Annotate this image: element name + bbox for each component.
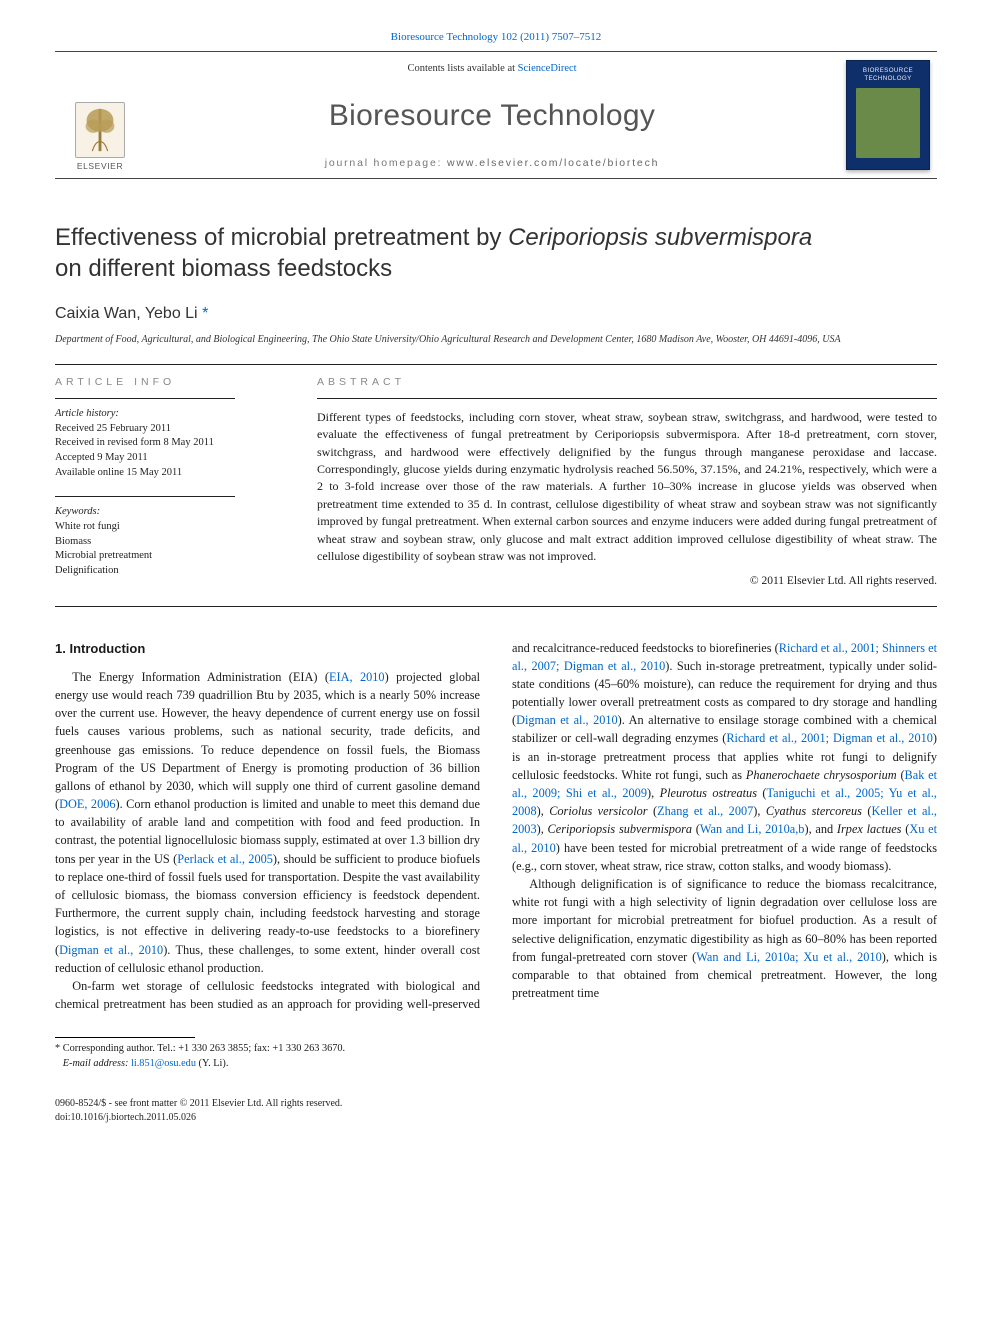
keyword-item: Delignification (55, 564, 285, 579)
email-link[interactable]: li.851@osu.edu (131, 1058, 196, 1069)
citation-link[interactable]: EIA, 2010 (329, 670, 385, 684)
homepage-url[interactable]: www.elsevier.com/locate/biortech (447, 157, 659, 169)
species-italic: Coriolus versicolor (549, 804, 647, 818)
doi-line: doi:10.1016/j.biortech.2011.05.026 (55, 1111, 342, 1125)
keyword-item: White rot fungi (55, 520, 285, 535)
article-history-list: Received 25 February 2011 Received in re… (55, 422, 285, 481)
section-heading-intro: 1. Introduction (55, 639, 480, 658)
citation-link[interactable]: Richard et al., 2001; Digman et al., 201… (726, 731, 933, 745)
journal-ref-link[interactable]: Bioresource Technology 102 (2011) 7507–7… (391, 31, 602, 43)
text: ), (753, 804, 766, 818)
body-paragraph: Although delignification is of significa… (512, 875, 937, 1002)
authors-line: Caixia Wan, Yebo Li * (55, 303, 937, 325)
journal-title: Bioresource Technology (145, 95, 839, 137)
text: ), (537, 822, 548, 836)
history-item: Received 25 February 2011 (55, 422, 285, 437)
species-italic: Ceriporiopsis subvermispora (548, 822, 693, 836)
text: ), (537, 804, 550, 818)
title-species-italic: Ceriporiopsis subvermispora (508, 224, 812, 251)
elsevier-wordmark: ELSEVIER (77, 161, 123, 173)
email-label: E-mail address: (63, 1058, 131, 1069)
publisher-logo-area: ELSEVIER (55, 52, 145, 178)
abstract-column: abstract Different types of feedstocks, … (317, 375, 937, 589)
keyword-item: Biomass (55, 535, 285, 550)
journal-cover-thumbnail[interactable]: BIORESOURCE TECHNOLOGY (846, 60, 930, 170)
footnote-rule (55, 1037, 195, 1038)
body-paragraph: The Energy Information Administration (E… (55, 668, 480, 977)
sciencedirect-link[interactable]: ScienceDirect (518, 63, 577, 74)
text: ( (897, 768, 905, 782)
divider (55, 364, 937, 365)
article-history-label: Article history: (55, 407, 285, 422)
keywords-list: White rot fungi Biomass Microbial pretre… (55, 520, 285, 579)
citation-link[interactable]: Digman et al., 2010 (516, 713, 618, 727)
journal-homepage-line: journal homepage: www.elsevier.com/locat… (145, 156, 839, 171)
homepage-label: journal homepage: (325, 157, 447, 169)
species-italic: Pleurotus ostreatus (660, 786, 757, 800)
keyword-item: Microbial pretreatment (55, 549, 285, 564)
journal-header-band: ELSEVIER Contents lists available at Sci… (55, 51, 937, 179)
citation-link[interactable]: Perlack et al., 2005 (177, 852, 273, 866)
abstract-heading: abstract (317, 375, 937, 390)
page-footer: 0960-8524/$ - see front matter © 2011 El… (55, 1097, 937, 1125)
author-names: Caixia Wan, Yebo Li (55, 305, 198, 322)
corresponding-author-footnote: * Corresponding author. Tel.: +1 330 263… (55, 1042, 937, 1071)
footnote-text: Corresponding author. Tel.: +1 330 263 3… (60, 1043, 345, 1054)
citation-link[interactable]: Digman et al., 2010 (59, 943, 163, 957)
article-title: Effectiveness of microbial pretreatment … (55, 223, 937, 284)
text: ) have been tested for microbial pretrea… (512, 841, 937, 873)
corresponding-author-link[interactable]: * (202, 305, 208, 322)
email-suffix: (Y. Li). (196, 1058, 228, 1069)
history-item: Available online 15 May 2011 (55, 466, 285, 481)
citation-link[interactable]: Zhang et al., 2007 (657, 804, 753, 818)
issn-copyright-line: 0960-8524/$ - see front matter © 2011 El… (55, 1097, 342, 1111)
keywords-label: Keywords: (55, 505, 285, 520)
history-item: Accepted 9 May 2011 (55, 451, 285, 466)
text: ) projected global energy use would reac… (55, 670, 480, 811)
article-info-column: article info Article history: Received 2… (55, 375, 285, 589)
abstract-copyright: © 2011 Elsevier Ltd. All rights reserved… (317, 573, 937, 589)
text: ), and (804, 822, 836, 836)
article-body: 1. Introduction The Energy Information A… (55, 639, 937, 1014)
citation-link[interactable]: DOE, 2006 (59, 797, 115, 811)
contents-lists-line: Contents lists available at ScienceDirec… (145, 62, 839, 77)
abstract-text: Different types of feedstocks, including… (317, 409, 937, 566)
divider (55, 398, 235, 399)
text: The Energy Information Administration (E… (72, 670, 329, 684)
history-item: Received in revised form 8 May 2011 (55, 436, 285, 451)
text: ( (648, 804, 658, 818)
divider (55, 496, 235, 497)
cover-title: BIORESOURCE TECHNOLOGY (851, 67, 925, 81)
text: ( (757, 786, 767, 800)
citation-link[interactable]: Wan and Li, 2010a,b (700, 822, 805, 836)
cover-image-icon (856, 88, 920, 158)
species-italic: Cyathus stercoreus (766, 804, 862, 818)
text: ( (692, 822, 700, 836)
contents-prefix: Contents lists available at (407, 63, 517, 74)
affiliation: Department of Food, Agricultural, and Bi… (55, 333, 937, 346)
title-part1: Effectiveness of microbial pretreatment … (55, 224, 508, 251)
species-italic: Irpex lactues (837, 822, 902, 836)
elsevier-logo[interactable]: ELSEVIER (64, 102, 136, 173)
citation-link[interactable]: Wan and Li, 2010a; Xu et al., 2010 (696, 950, 881, 964)
text: ), (647, 786, 660, 800)
text: ), should be sufficient to produce biofu… (55, 852, 480, 957)
elsevier-tree-icon (75, 102, 125, 158)
article-info-heading: article info (55, 375, 285, 390)
title-part2: on different biomass feedstocks (55, 255, 392, 282)
divider (317, 398, 937, 399)
species-italic: Phanerochaete chrysosporium (746, 768, 897, 782)
